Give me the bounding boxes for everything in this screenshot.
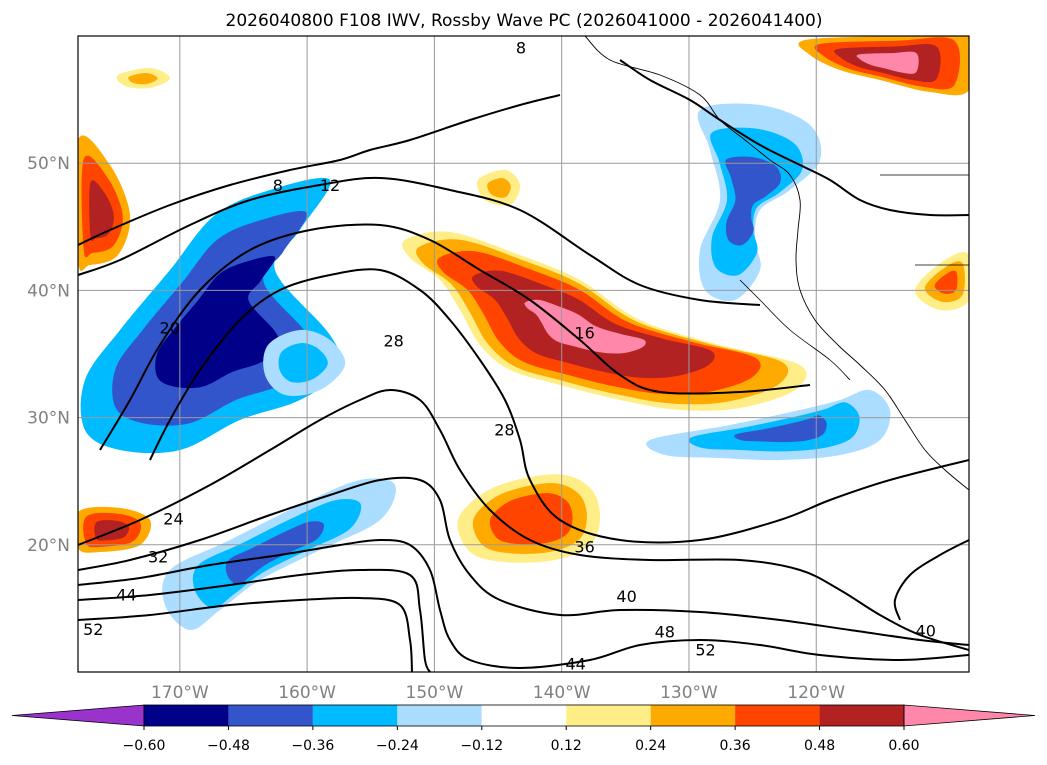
colorbar-tick-label: 0.36 [720,738,751,754]
iwv-contour-line [78,476,969,646]
contour-label-backing [1032,555,1047,573]
small-positive-2-level [934,270,958,295]
contour-label: 44 [566,654,586,673]
rossby-pc-shading [78,36,969,631]
contour-label: 40 [916,621,936,640]
colorbar-tick-label: −0.24 [376,738,419,754]
northeast-pacific-positive-level [472,270,715,379]
iwv-contour-line [78,568,431,672]
lon-tick-label: 130°W [660,683,718,703]
pacific-northwest-negative-level [725,156,781,246]
contour-label: 24 [163,509,183,528]
colorbar-extend-low [11,704,145,727]
colorbar-tick-label: 0.48 [804,738,835,754]
contour-label: 32 [148,548,168,567]
east-subtropical-negative-level [688,402,860,452]
contour-label: 52 [695,640,715,659]
colorbar-bin [228,705,313,726]
subtropical-positive-level [489,493,573,545]
colorbar-bin [397,705,482,726]
iwv-contour-line [149,268,969,544]
iwv-contour-line [78,596,413,672]
lon-tick-label: 140°W [533,683,591,703]
small-positive-1-level [487,178,511,198]
contour-label: 40 [616,587,636,606]
iwv-contours [78,59,969,672]
chart-title: 2026040800 F108 IWV, Rossby Wave PC (202… [226,11,823,31]
contour-label: 44 [116,586,136,605]
contour-label-backing [973,115,991,133]
colorbar-tick-label: 0.60 [888,738,919,754]
lat-tick-label: 30°N [27,409,70,429]
small-negative-1-level [278,343,328,383]
contour-label-backing [976,142,1003,160]
lon-tick-label: 160°W [278,683,336,703]
lat-tick-label: 20°N [27,536,70,556]
colorbar-tick-label: −0.12 [460,738,503,754]
contour-label: 20 [159,319,179,338]
contour-label: 52 [83,620,103,639]
small-positive-3-level [128,72,158,85]
iwv-contour-line [893,539,969,621]
contour-label: 8 [516,39,526,58]
central-pacific-negative-level [155,255,281,389]
contour-label: 28 [494,420,514,439]
contour-label: 36 [574,537,594,556]
colorbar-bin [312,705,398,726]
coastlines [584,36,969,491]
lat-tick-label: 50°N [27,154,70,174]
graticule [78,36,969,672]
iwv-contour-line [99,223,811,451]
west-edge-positive-level [89,180,114,242]
colorbar-outline [143,704,905,727]
iwv-contour-labels: 812202816282432445236404852444020812812 [83,39,1047,673]
northeast-pacific-positive-level [524,299,646,354]
longitude-tick-labels: 170°W 160°W 150°W 140°W 130°W 120°W [151,683,845,703]
iwv-contour-line [78,388,969,651]
colorbar-tick-label: 0.12 [551,738,582,754]
colorbar-tick-label: −0.60 [123,738,166,754]
lon-tick-label: 150°W [406,683,464,703]
contour-label: 48 [655,623,675,642]
contour-label: 8 [977,115,987,134]
iwv-contour-line [78,538,969,670]
iwv-contour-line [78,94,561,246]
contour-label-backing [1041,160,1047,178]
east-subtropical-negative-level [733,415,827,443]
lon-tick-label: 170°W [151,683,209,703]
colorbar-bin [819,705,904,726]
map-frame [77,35,970,673]
subtropical-negative-band-level [225,521,324,585]
colorbar-bin [650,705,736,726]
contour-label: 28 [383,331,403,350]
contour-label: 20 [1035,555,1047,574]
colorbar: −0.60 −0.48 −0.36 −0.24 −0.12 0.12 0.24 0.36 0.4… [11,704,1036,754]
contour-label: 8 [273,176,283,195]
colorbar-extend-high [903,704,1036,727]
colorbar-bin [735,705,820,726]
latitude-tick-labels: 20°N 30°N 40°N 50°N [27,154,70,556]
colorbar-tick-label: 0.24 [635,738,666,754]
iwv-contour-line [78,176,761,306]
colorbar-bin [481,705,567,726]
lon-tick-label: 120°W [787,683,845,703]
contour-label: 12 [979,142,999,161]
colorbar-tick-label: −0.48 [207,738,250,754]
colorbar-tick-label: −0.36 [291,738,334,754]
colorbar-bin [566,705,651,726]
lat-tick-label: 40°N [27,281,70,301]
baja-outline [739,279,851,381]
gulf-of-alaska-positive-level [856,51,919,74]
colorbar-bin [144,705,229,726]
contour-label: 16 [574,324,594,343]
west-coast-line [584,36,969,491]
contour-label: 12 [320,176,340,195]
iwv-contour-line [619,59,969,217]
